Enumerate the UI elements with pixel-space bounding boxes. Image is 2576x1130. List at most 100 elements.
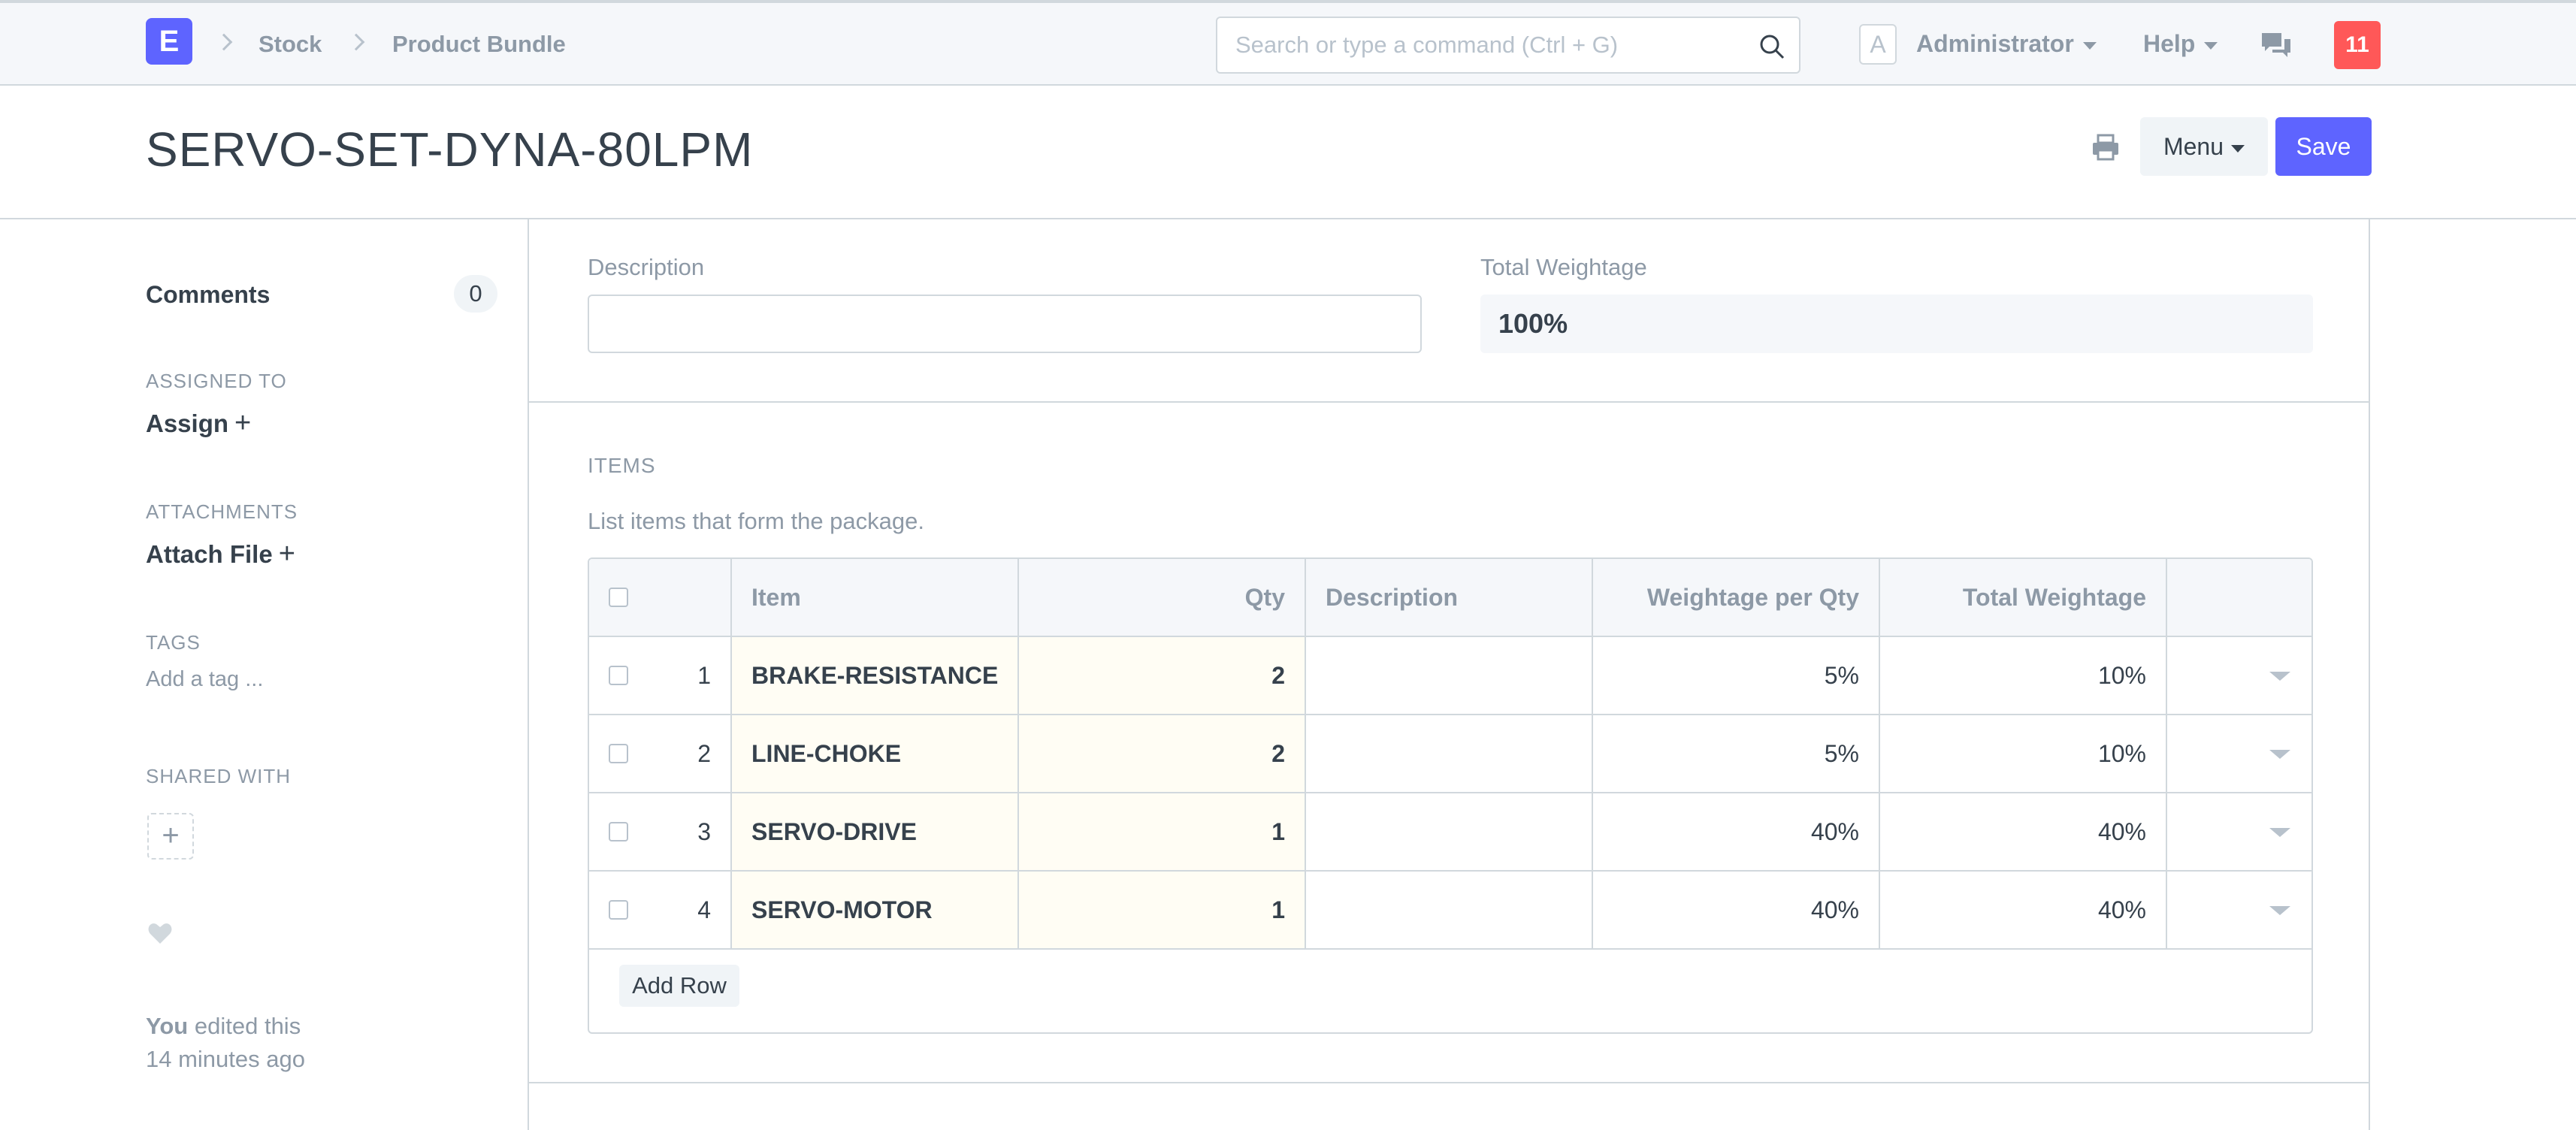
attach-file-button[interactable]: Attach File + [146, 538, 295, 570]
row-actions-cell [2167, 637, 2311, 714]
add-share-button[interactable]: + [147, 813, 194, 860]
assigned-to-heading: ASSIGNED TO [146, 370, 287, 392]
column-header-actions [2167, 559, 2311, 636]
chat-icon[interactable] [2259, 30, 2293, 60]
search-input[interactable] [1235, 18, 1746, 72]
item-cell[interactable]: SERVO-DRIVE [732, 793, 1019, 870]
heart-icon[interactable] [147, 921, 173, 945]
row-index: 3 [697, 818, 711, 845]
description-cell[interactable] [1306, 872, 1593, 948]
caret-down-icon[interactable] [2269, 750, 2290, 759]
edit-timestamp: 14 minutes ago [146, 1046, 305, 1072]
weightage-per-qty-cell[interactable]: 5% [1593, 715, 1880, 792]
row-checkbox[interactable] [609, 822, 628, 841]
column-header-item: Item [732, 559, 1019, 636]
description-label: Description [588, 254, 705, 280]
row-select-cell: 1 [589, 637, 732, 714]
add-row-button[interactable]: Add Row [619, 965, 739, 1007]
qty-cell[interactable]: 1 [1019, 793, 1306, 870]
total-weightage-value: 100% [1480, 295, 2313, 353]
items-section-heading: ITEMS [588, 454, 656, 477]
item-cell[interactable]: LINE-CHOKE [732, 715, 1019, 792]
caret-down-icon [2204, 41, 2218, 50]
weightage-per-qty-cell[interactable]: 40% [1593, 872, 1880, 948]
row-index: 2 [697, 740, 711, 767]
qty-cell[interactable]: 1 [1019, 872, 1306, 948]
page-title: SERVO-SET-DYNA-80LPM [146, 122, 754, 177]
comments-link[interactable]: Comments [146, 281, 271, 308]
caret-down-icon[interactable] [2269, 672, 2290, 681]
section-divider [529, 401, 2369, 403]
plus-icon: + [234, 407, 252, 439]
total-weightage-label: Total Weightage [1480, 254, 1647, 280]
breadcrumb-stock[interactable]: Stock [259, 31, 322, 57]
app-logo[interactable]: E [146, 18, 192, 65]
select-all-checkbox[interactable] [609, 588, 628, 607]
user-menu[interactable]: Administrator [1916, 30, 2097, 58]
row-actions-cell [2167, 872, 2311, 948]
total-weightage-cell: 10% [1880, 637, 2167, 714]
assign-button[interactable]: Assign + [146, 407, 251, 440]
table-row[interactable]: 2 LINE-CHOKE 2 5% 10% [589, 715, 2311, 793]
user-menu-label: Administrator [1916, 30, 2074, 57]
chevron-right-icon [215, 33, 233, 51]
search-bar [1216, 17, 1800, 74]
row-select-cell: 2 [589, 715, 732, 792]
column-header-qty: Qty [1019, 559, 1306, 636]
total-weightage-cell: 40% [1880, 793, 2167, 870]
qty-cell[interactable]: 2 [1019, 637, 1306, 714]
avatar[interactable]: A [1859, 24, 1897, 65]
form-body: Description Total Weightage 100% ITEMS L… [528, 219, 2370, 1130]
tags-heading: TAGS [146, 631, 201, 654]
section-divider [529, 1082, 2369, 1083]
printer-icon[interactable] [2091, 132, 2121, 162]
search-icon[interactable] [1758, 33, 1785, 60]
column-header-total-weightage: Total Weightage [1880, 559, 2167, 636]
description-cell[interactable] [1306, 793, 1593, 870]
weightage-per-qty-cell[interactable]: 5% [1593, 637, 1880, 714]
total-weightage-cell: 10% [1880, 715, 2167, 792]
row-checkbox[interactable] [609, 744, 628, 763]
notification-badge[interactable]: 11 [2334, 21, 2381, 69]
help-menu[interactable]: Help [2143, 30, 2218, 58]
row-index: 4 [697, 896, 711, 923]
shared-with-heading: SHARED WITH [146, 765, 291, 787]
row-actions-cell [2167, 793, 2311, 870]
row-index: 1 [697, 662, 711, 689]
caret-down-icon[interactable] [2269, 906, 2290, 915]
column-header-weightage-per-qty: Weightage per Qty [1593, 559, 1880, 636]
row-select-cell: 3 [589, 793, 732, 870]
chevron-right-icon [347, 33, 365, 51]
editor-name: You [146, 1013, 189, 1039]
description-cell[interactable] [1306, 715, 1593, 792]
row-checkbox[interactable] [609, 900, 628, 920]
form-sidebar: Comments 0 ASSIGNED TO Assign + ATTACHMEN… [146, 219, 499, 1130]
page-header: SERVO-SET-DYNA-80LPM Menu Save [0, 86, 2576, 219]
save-button[interactable]: Save [2275, 117, 2372, 176]
weightage-per-qty-cell[interactable]: 40% [1593, 793, 1880, 870]
items-section-description: List items that form the package. [588, 508, 924, 534]
total-weightage-cell: 40% [1880, 872, 2167, 948]
edit-action-text: edited this [194, 1013, 301, 1039]
row-actions-cell [2167, 715, 2311, 792]
column-header-description: Description [1306, 559, 1593, 636]
caret-down-icon [2082, 41, 2097, 50]
assign-label: Assign [146, 409, 229, 437]
item-cell[interactable]: SERVO-MOTOR [732, 872, 1019, 948]
menu-button[interactable]: Menu [2140, 117, 2268, 176]
breadcrumb-product-bundle[interactable]: Product Bundle [392, 31, 566, 57]
comments-count-badge: 0 [454, 275, 497, 313]
table-row[interactable]: 3 SERVO-DRIVE 1 40% 40% [589, 793, 2311, 872]
description-field[interactable] [588, 295, 1422, 353]
caret-down-icon [2231, 144, 2245, 153]
caret-down-icon[interactable] [2269, 828, 2290, 837]
table-row[interactable]: 1 BRAKE-RESISTANCE 2 5% 10% [589, 637, 2311, 715]
description-cell[interactable] [1306, 637, 1593, 714]
add-tag-input[interactable]: Add a tag ... [146, 667, 264, 691]
attachments-heading: ATTACHMENTS [146, 500, 298, 523]
row-checkbox[interactable] [609, 666, 628, 685]
table-row[interactable]: 4 SERVO-MOTOR 1 40% 40% [589, 872, 2311, 950]
menu-button-label: Menu [2163, 133, 2224, 160]
qty-cell[interactable]: 2 [1019, 715, 1306, 792]
item-cell[interactable]: BRAKE-RESISTANCE [732, 637, 1019, 714]
